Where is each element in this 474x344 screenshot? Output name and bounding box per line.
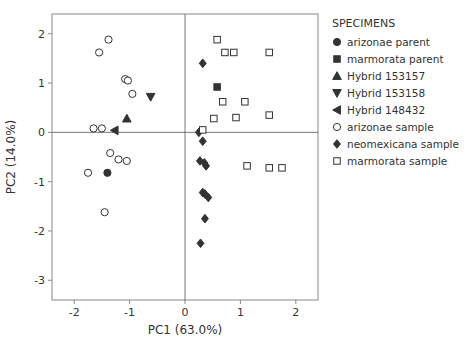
- series: [199, 36, 285, 171]
- point: [124, 77, 131, 84]
- point: [244, 163, 250, 169]
- legend-label: arizonae parent: [347, 36, 430, 48]
- x-axis-label: PC1 (63.0%): [148, 323, 223, 337]
- point: [203, 162, 210, 171]
- x-tick: [240, 300, 241, 304]
- series: [104, 169, 111, 176]
- legend-marker: [334, 56, 340, 62]
- series: [110, 126, 118, 135]
- y-tick: [48, 230, 52, 231]
- point: [123, 157, 130, 164]
- point: [90, 125, 97, 132]
- point: [266, 112, 272, 118]
- y-tick-label: -1: [34, 176, 45, 189]
- point: [233, 114, 239, 120]
- y-tick-label: 0: [38, 126, 45, 139]
- point: [197, 239, 204, 248]
- legend-marker: [334, 140, 341, 149]
- point: [199, 137, 206, 146]
- point: [279, 165, 285, 171]
- point: [107, 149, 114, 156]
- y-tick-label: -2: [34, 225, 45, 238]
- point: [84, 169, 91, 176]
- x-tick: [185, 300, 186, 304]
- x-tick-label: 1: [237, 306, 244, 319]
- point: [214, 84, 220, 90]
- point: [199, 127, 205, 133]
- y-tick: [48, 280, 52, 281]
- point: [231, 49, 237, 55]
- point: [242, 99, 248, 105]
- series: [214, 84, 220, 90]
- point: [115, 156, 122, 163]
- legend-label: Hybrid 153157: [347, 70, 425, 82]
- x-tick: [74, 300, 75, 304]
- chart: -2 -1 0 1 2 -3 -2 -1 0 1 2 PC1 (63.0%) PC2 (14.0%) SP…: [0, 0, 474, 344]
- point: [101, 209, 108, 216]
- x-tick-label: -2: [69, 306, 80, 319]
- legend-marker: [333, 72, 342, 80]
- legend-label: Hybrid 148432: [347, 104, 425, 116]
- point: [122, 114, 131, 122]
- legend-label: marmorata sample: [347, 155, 447, 167]
- legend-marker: [333, 123, 340, 130]
- point: [104, 169, 111, 176]
- y-tick: [48, 33, 52, 34]
- legend-marker: [333, 90, 342, 98]
- point: [199, 59, 206, 68]
- y-axis-label: PC2 (14.0%): [4, 120, 18, 195]
- series: [84, 36, 136, 216]
- y-tick: [48, 181, 52, 182]
- series: [146, 93, 155, 101]
- series: [195, 59, 211, 248]
- point: [214, 36, 220, 42]
- series: [122, 114, 131, 122]
- x-tick: [295, 300, 296, 304]
- zero-line-x: [185, 14, 186, 300]
- legend-marker: [334, 158, 340, 164]
- point: [266, 49, 272, 55]
- point: [98, 125, 105, 132]
- y-tick-label: 1: [38, 77, 45, 90]
- x-tick-label: 0: [182, 306, 189, 319]
- legend-label: Hybrid 153158: [347, 87, 425, 99]
- points: [84, 36, 285, 248]
- legend-label: marmorata parent: [347, 53, 444, 65]
- point: [211, 115, 217, 121]
- point: [146, 93, 155, 101]
- y-tick-label: 2: [38, 28, 45, 41]
- point: [222, 49, 228, 55]
- legend: SPECIMENS arizonae parent marmorata parent…: [332, 17, 459, 167]
- legend-marker: [333, 38, 340, 45]
- x-tick-label: -1: [124, 306, 135, 319]
- legend-label: arizonae sample: [347, 121, 434, 133]
- legend-marker: [333, 106, 341, 115]
- point: [266, 165, 272, 171]
- page: {"chart_data": {"type": "scatter", "xlab…: [0, 0, 474, 344]
- point: [205, 193, 212, 202]
- y-tick-label: -3: [34, 274, 45, 287]
- point: [129, 90, 136, 97]
- legend-label: neomexicana sample: [347, 138, 459, 150]
- legend-title: SPECIMENS: [332, 17, 395, 30]
- x-tick-label: 2: [292, 306, 299, 319]
- point: [201, 214, 208, 223]
- y-tick: [48, 132, 52, 133]
- point: [219, 99, 225, 105]
- point: [110, 126, 118, 135]
- plot-frame: [52, 14, 318, 300]
- point: [105, 36, 112, 43]
- x-tick: [129, 300, 130, 304]
- y-tick: [48, 83, 52, 84]
- point: [96, 49, 103, 56]
